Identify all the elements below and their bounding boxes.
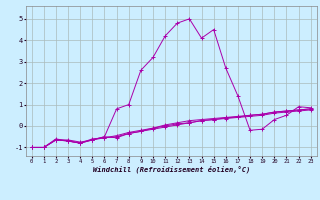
X-axis label: Windchill (Refroidissement éolien,°C): Windchill (Refroidissement éolien,°C) (92, 165, 250, 173)
